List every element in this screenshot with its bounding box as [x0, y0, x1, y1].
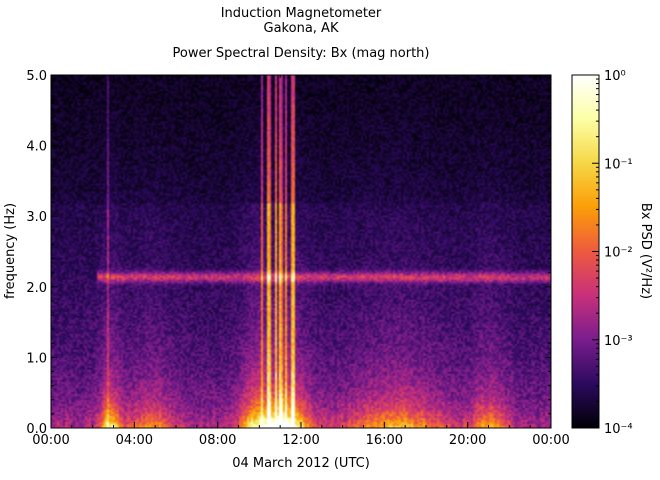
title-line-2: Gakona, AK — [264, 21, 339, 36]
colorbar: 10⁰ 10⁻¹ 10⁻² 10⁻³ 10⁻⁴ — [571, 69, 633, 437]
x-tick-label: 00:00 — [532, 433, 569, 448]
x-axis: 00:00 04:00 08:00 12:00 16:00 20:00 00:00 — [32, 75, 570, 448]
colorbar-tick-label: 10⁰ — [604, 69, 626, 84]
x-tick-label: 12:00 — [282, 433, 319, 448]
y-tick-label: 1.0 — [26, 351, 47, 366]
spectrogram-heatmap — [51, 75, 551, 428]
colorbar-tick-label: 10⁻³ — [604, 334, 633, 349]
x-tick-label: 04:00 — [116, 433, 153, 448]
colorbar-tick-label: 10⁻⁴ — [604, 422, 633, 437]
y-tick-label: 5.0 — [26, 69, 47, 84]
x-tick-label: 00:00 — [32, 433, 69, 448]
colorbar-tick-label: 10⁻¹ — [604, 157, 633, 172]
y-tick-label: 3.0 — [26, 210, 47, 225]
colorbar-ticks: 10⁰ 10⁻¹ 10⁻² 10⁻³ 10⁻⁴ — [592, 69, 633, 437]
colorbar-label: Bx PSD (V²/Hz) — [638, 203, 653, 299]
y-axis: 0.0 1.0 2.0 3.0 4.0 5.0 — [26, 69, 551, 437]
x-axis-label: 04 March 2012 (UTC) — [232, 456, 370, 471]
y-tick-label: 2.0 — [26, 281, 47, 296]
chart-subtitle: Power Spectral Density: Bx (mag north) — [172, 46, 429, 61]
y-axis-label: frequency (Hz) — [3, 203, 18, 299]
x-tick-label: 16:00 — [366, 433, 403, 448]
x-tick-label: 20:00 — [449, 433, 486, 448]
title-line-1: Induction Magnetometer — [221, 6, 382, 21]
colorbar-tick-label: 10⁻² — [604, 246, 633, 261]
x-tick-label: 08:00 — [199, 433, 236, 448]
y-tick-label: 4.0 — [26, 140, 47, 155]
plot-area: 00:00 04:00 08:00 12:00 16:00 20:00 00:00 0.0 1… — [26, 69, 569, 448]
y-tick-label: 0.0 — [26, 422, 47, 437]
